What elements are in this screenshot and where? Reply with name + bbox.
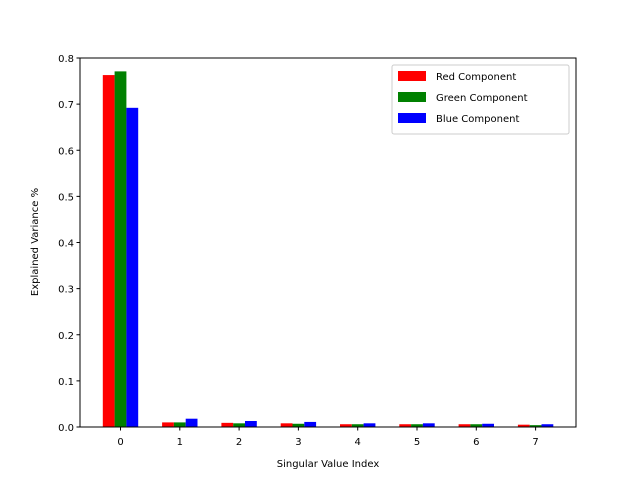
legend-swatch-green-component	[398, 92, 426, 102]
y-tick-label: 0.3	[58, 285, 74, 296]
y-tick-label: 0.4	[58, 239, 74, 250]
legend-box	[391, 64, 570, 135]
x-tick-label: 5	[414, 437, 420, 448]
bar-blue-component-4	[363, 423, 376, 427]
x-tick-label: 4	[355, 437, 361, 448]
bar-blue-component-5	[422, 423, 435, 427]
legend-label: Green Component	[436, 93, 528, 104]
legend-label: Red Component	[436, 72, 516, 83]
y-tick-label: 0.5	[58, 192, 74, 203]
bar-red-component-1	[162, 422, 174, 427]
bar-red-component-6	[458, 424, 471, 427]
x-tick-label: 1	[177, 437, 183, 448]
legend-label: Blue Component	[436, 114, 519, 125]
bar-blue-component-6	[482, 423, 494, 427]
y-axis: 0.0 0.1 0.2 0.3 0.4 0.5 0.6 0.7 0.8	[58, 54, 80, 434]
bar-blue-component-3	[304, 421, 317, 427]
bar-red-component-7	[517, 424, 530, 427]
bar-blue-component-0	[126, 107, 139, 427]
bar-blue-component-1	[185, 418, 198, 427]
bar-green-component-7	[529, 425, 542, 427]
y-tick-label: 0.6	[58, 146, 74, 157]
bar-green-component-0	[114, 71, 127, 427]
bar-blue-component-2	[245, 421, 257, 427]
bar-green-component-4	[351, 424, 364, 427]
y-tick-label: 0.0	[58, 423, 74, 434]
y-tick-label: 0.2	[58, 331, 74, 342]
bar-red-component-5	[399, 424, 412, 427]
legend-swatch-blue-component	[398, 113, 426, 123]
y-tick-label: 0.7	[58, 100, 74, 111]
bars-group	[102, 71, 554, 427]
bar-red-component-4	[340, 424, 352, 427]
legend-swatch-red-component	[398, 71, 426, 81]
x-tick-label: 7	[532, 437, 538, 448]
bar-blue-component-7	[541, 424, 554, 427]
legend: Red Component Green Component Blue Compone…	[391, 64, 570, 135]
bar-green-component-6	[470, 424, 483, 427]
y-axis-title: Explained Variance %	[30, 188, 41, 296]
y-tick-label: 0.8	[58, 54, 74, 65]
bar-red-component-0	[102, 75, 115, 427]
x-axis-title: Singular Value Index	[277, 459, 380, 470]
x-tick-label: 2	[236, 437, 242, 448]
x-axis: 0 1 2 3 4 5 6 7	[117, 427, 539, 448]
bar-green-component-5	[411, 424, 423, 427]
bar-green-component-3	[292, 423, 305, 427]
x-tick-label: 3	[295, 437, 301, 448]
bar-green-component-2	[233, 423, 245, 427]
y-tick-label: 0.1	[58, 377, 74, 388]
bar-red-component-3	[280, 423, 293, 427]
bar-red-component-2	[221, 422, 234, 427]
x-tick-label: 0	[117, 437, 123, 448]
bar-green-component-1	[173, 422, 186, 427]
x-tick-label: 6	[473, 437, 479, 448]
